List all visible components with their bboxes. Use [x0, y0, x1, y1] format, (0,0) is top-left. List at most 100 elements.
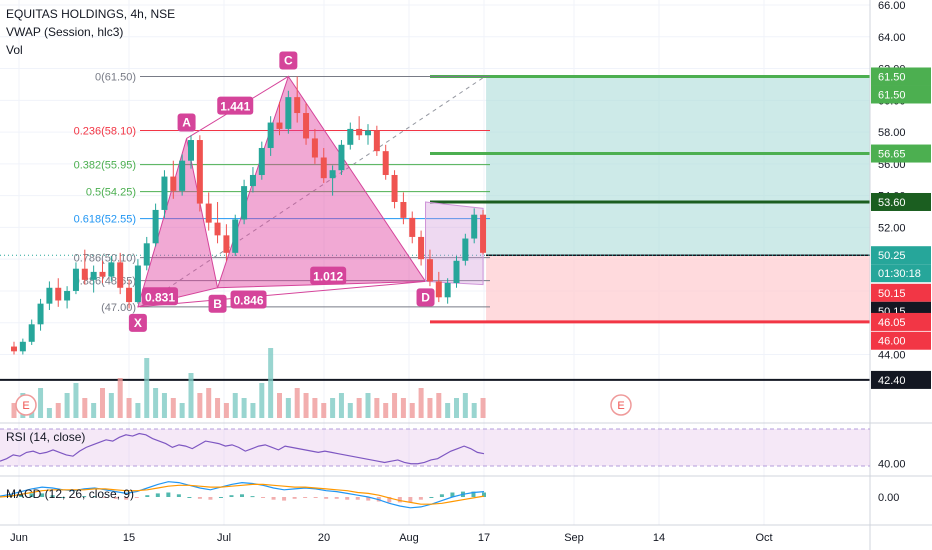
- macd-histogram-bar: [450, 492, 455, 497]
- macd-histogram-bar: [324, 497, 329, 499]
- price-tag-label: 56.65: [878, 149, 906, 161]
- candle-body: [223, 235, 230, 253]
- grid: [0, 0, 870, 525]
- volume-bar: [46, 408, 52, 418]
- volume-bar: [480, 398, 486, 418]
- macd-histogram-bar: [19, 494, 24, 497]
- volume-bar: [462, 393, 468, 418]
- candle-body: [143, 243, 150, 266]
- macd-histogram-bar: [303, 497, 308, 498]
- pattern-ratio-badge: [142, 287, 179, 306]
- volume-bar: [100, 388, 105, 418]
- price-tag: [871, 283, 931, 302]
- macd-histogram-bar: [218, 497, 223, 498]
- macd-histogram-bar: [103, 497, 108, 498]
- macd-histogram-bar: [197, 497, 202, 499]
- candle-body: [99, 271, 106, 277]
- time-axis-tick: 15: [123, 532, 135, 544]
- time-axis-tick: Oct: [755, 532, 772, 544]
- macd-histogram-bar: [482, 492, 486, 497]
- time-axis-tick: Sep: [564, 532, 584, 544]
- price-tag-label: 01:30:18: [878, 268, 921, 280]
- loss-zone: [486, 255, 870, 323]
- price-tag: [871, 192, 931, 211]
- candle-body: [117, 262, 124, 288]
- macd-histogram-bar: [40, 493, 45, 497]
- price-axis-tick: 58.00: [878, 127, 906, 139]
- volume-bar: [383, 403, 389, 418]
- rsi-axis-tick: 40.00: [878, 459, 906, 471]
- volume-bars: [11, 348, 486, 418]
- volume-indicator-label[interactable]: Vol: [6, 43, 23, 57]
- candle-body: [90, 271, 97, 280]
- macd-histogram-bar: [397, 497, 402, 503]
- macd-histogram-bar: [261, 497, 266, 498]
- volume-bar: [471, 403, 477, 418]
- candle-body: [46, 287, 53, 304]
- candle-body: [196, 140, 203, 204]
- earnings-marker: [610, 394, 632, 416]
- pattern-ratio-badge: [310, 266, 347, 285]
- volume-bar: [374, 398, 380, 418]
- price-axis-tick: 66.00: [878, 0, 906, 12]
- pattern-point-badge: [128, 313, 147, 332]
- macd-histogram-bar: [418, 497, 423, 500]
- fib-trend-line: [139, 76, 486, 308]
- earnings-marker-label: E: [22, 400, 29, 412]
- volume-bar: [400, 398, 406, 418]
- candle-body: [320, 157, 327, 179]
- price-tag: [871, 246, 931, 265]
- candle-body: [188, 140, 194, 161]
- macd-histogram-bar: [250, 496, 255, 498]
- time-axis-tick: 20: [318, 532, 330, 544]
- volume-bar: [126, 398, 132, 418]
- volume-bar: [179, 403, 185, 418]
- candle-body: [347, 128, 354, 145]
- candle-body: [356, 128, 363, 136]
- volume-bar: [294, 388, 300, 418]
- candle-body: [409, 217, 416, 237]
- macd-signal-line: [0, 483, 485, 505]
- candle-body: [55, 287, 62, 301]
- volume-bar: [117, 378, 123, 418]
- volume-bar: [285, 398, 291, 418]
- candle-body: [134, 265, 141, 303]
- candle-body: [329, 170, 336, 179]
- volume-bar: [170, 398, 176, 418]
- vwap-indicator-label[interactable]: VWAP (Session, hlc3): [6, 25, 124, 39]
- candle-body: [418, 236, 425, 260]
- candle-body: [249, 174, 256, 187]
- pattern-point-badge: [416, 288, 435, 307]
- macd-histogram-bar: [113, 497, 118, 499]
- macd-histogram-bar: [61, 497, 66, 498]
- fib-level-label: (47.00): [101, 302, 136, 314]
- volume-bar: [206, 388, 212, 418]
- price-tag: [871, 370, 931, 389]
- time-axis-tick: Jul: [217, 532, 231, 544]
- time-axis-tick: 17: [478, 532, 490, 544]
- candle-body: [391, 174, 398, 202]
- macd-histogram-bar: [29, 493, 34, 497]
- volume-bar: [161, 393, 167, 418]
- volume-bar: [73, 383, 79, 418]
- volume-bar: [392, 393, 398, 418]
- candle-body: [170, 176, 177, 191]
- macd-histogram-bar: [334, 497, 339, 499]
- volume-bar: [303, 393, 309, 418]
- candle-body: [453, 260, 460, 284]
- candle-body: [426, 259, 433, 282]
- candle-body: [72, 268, 79, 291]
- rsi-title: RSI (14, close): [6, 430, 85, 444]
- candle-body: [214, 222, 221, 236]
- price-tag: [871, 144, 931, 163]
- price-axis-tick: 52.00: [878, 222, 906, 234]
- candle-body: [382, 151, 389, 175]
- profit-zone: [486, 76, 870, 256]
- price-tag: [871, 67, 931, 86]
- fib-level-label: 0.618(52.55): [74, 214, 136, 226]
- macd-histogram-bar: [71, 497, 76, 498]
- volume-bar: [108, 393, 114, 418]
- macd-histogram-bar: [271, 497, 276, 500]
- candle-body: [373, 130, 380, 152]
